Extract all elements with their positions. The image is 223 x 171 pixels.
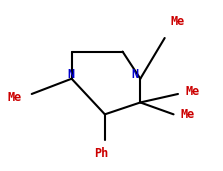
Text: Me: Me xyxy=(8,91,22,104)
Text: Me: Me xyxy=(185,85,200,98)
Text: N: N xyxy=(67,68,74,81)
Text: Me: Me xyxy=(171,15,185,28)
Text: N: N xyxy=(131,68,138,81)
Text: Me: Me xyxy=(181,108,195,121)
Text: Ph: Ph xyxy=(94,147,109,160)
